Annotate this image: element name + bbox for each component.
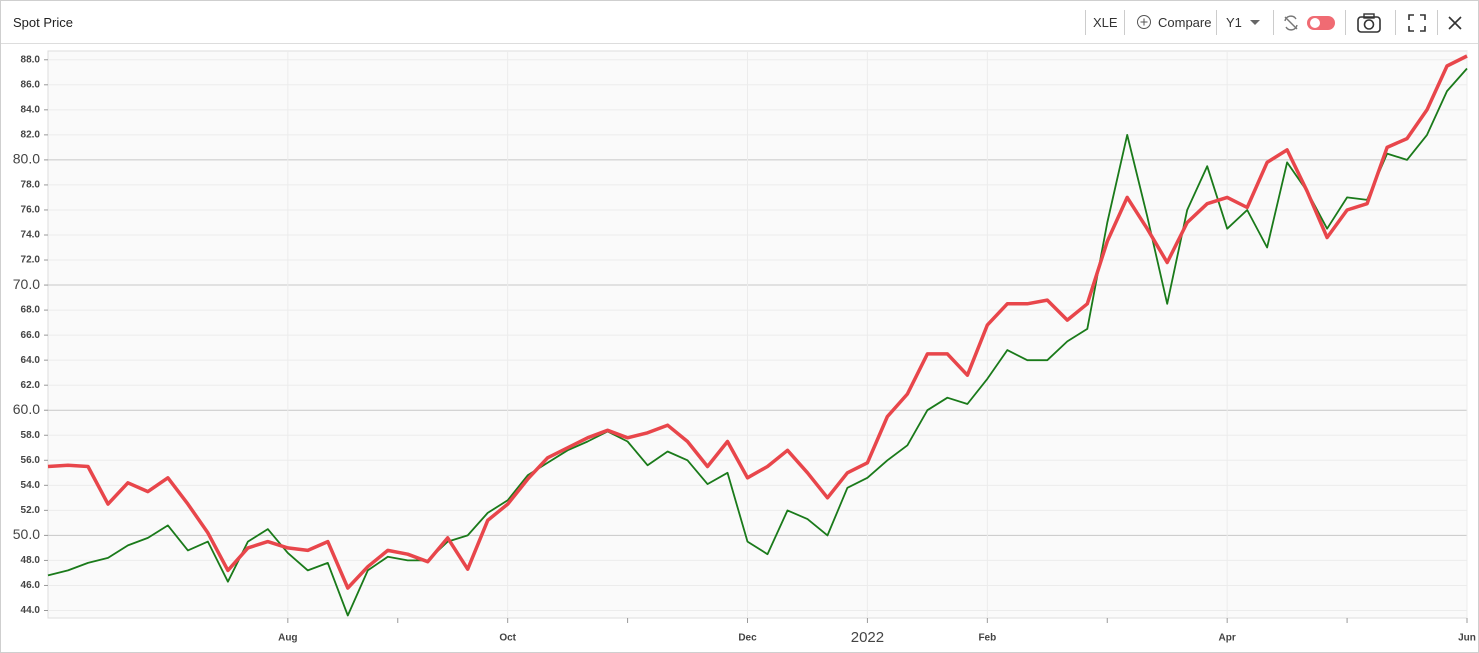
range-button[interactable]: Y1 [1226,15,1242,30]
x-tick-label: Dec [738,633,757,644]
y-tick-label: 52.0 [21,505,41,516]
chart: 44.0 46.0 48.0 50.0 52.0 54.0 56.0 58.0 60.0 62.0… [13,50,1476,646]
y-tick-label: 58.0 [21,430,41,441]
x-tick-label: Feb [978,633,996,644]
x-tick-label: Oct [499,633,516,644]
y-tick-label: 56.0 [21,455,41,466]
y-tick-label: 54.0 [21,480,41,491]
y-tick-label: 80.0 [13,151,40,167]
separator [1437,10,1438,35]
dropdown-arrow [1250,20,1260,25]
compare-button[interactable]: Compare [1158,15,1212,30]
x-tick-label: Aug [278,633,297,644]
series-line [47,54,1468,590]
plot-area [47,50,1468,619]
y-tick-label: 84.0 [21,104,41,115]
y-tick-label: 78.0 [21,180,41,191]
y-tick-label: 62.0 [21,380,41,391]
separator [1216,10,1217,35]
symbol-button[interactable]: XLE [1093,15,1118,30]
x-tick-label: Apr [1219,633,1236,644]
y-tick-label: 60.0 [13,401,40,417]
y-tick-label: 44.0 [21,605,41,616]
toolbar: Spot Price XLE Compare Y1 [1,1,1478,44]
sync-icon[interactable] [1282,14,1300,32]
y-tick-label: 48.0 [21,555,41,566]
separator [1345,10,1346,35]
y-tick-label: 82.0 [21,130,41,141]
camera-icon[interactable] [1356,12,1382,34]
separator [1124,10,1125,35]
separator [1273,10,1274,35]
close-icon[interactable] [1446,14,1464,32]
separator [1085,10,1086,35]
y-tick-label: 72.0 [21,255,41,266]
compare-icon [1137,15,1151,29]
y-tick-label: 50.0 [13,526,40,542]
separator [1395,10,1396,35]
y-tick-label: 66.0 [21,330,41,341]
y-tick-label: 70.0 [13,276,40,292]
y-tick-label: 46.0 [21,580,41,591]
y-tick-label: 88.0 [21,54,41,65]
panel-title: Spot Price [13,15,73,30]
y-tick-label: 68.0 [21,305,41,316]
y-tick-label: 76.0 [21,205,41,216]
x-tick-label: Jun [1458,633,1476,644]
y-tick-label: 64.0 [21,355,41,366]
y-tick-label: 74.0 [21,230,41,241]
toggle[interactable] [1306,15,1336,31]
fullscreen-icon[interactable] [1407,13,1427,33]
x-tick-label: 2022 [851,629,884,646]
series-line [47,67,1468,617]
y-tick-label: 86.0 [21,79,41,90]
